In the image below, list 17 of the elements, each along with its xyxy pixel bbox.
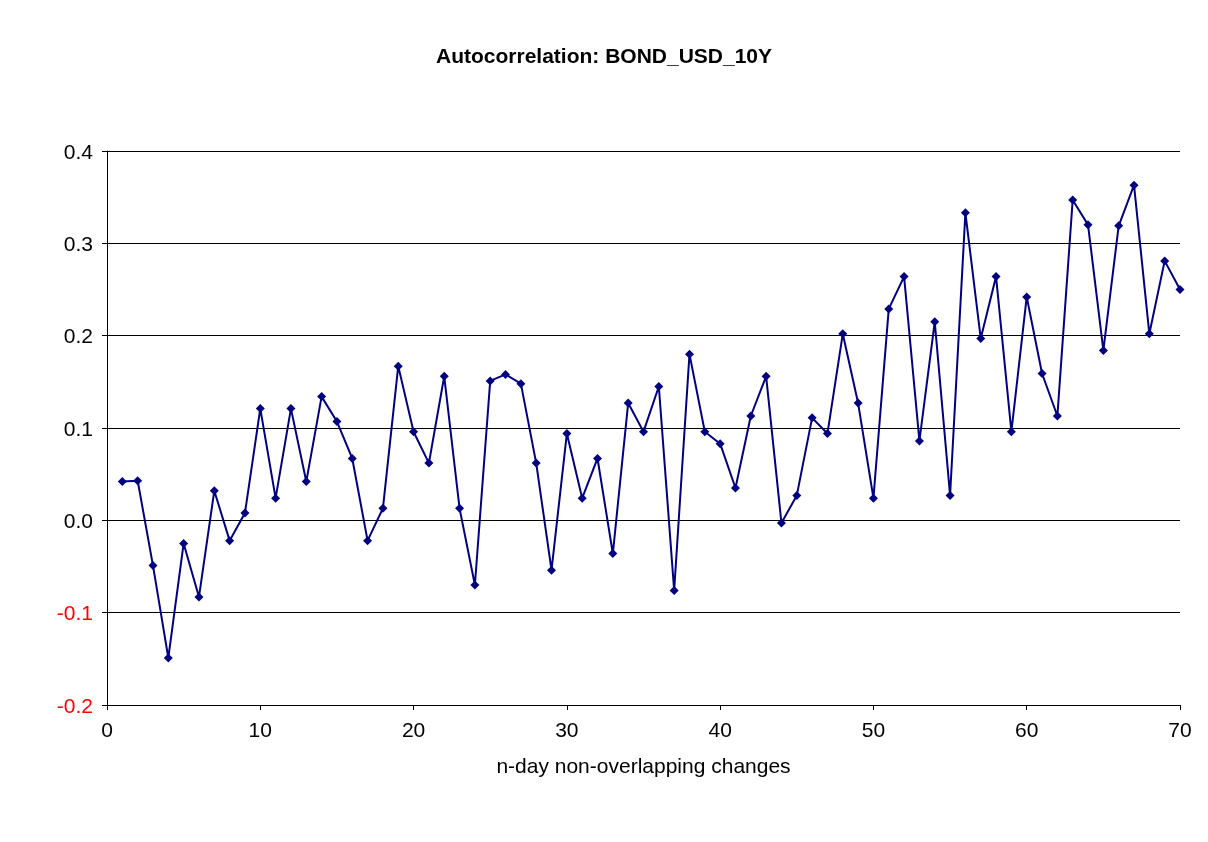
- x-tick-label: 10: [248, 718, 272, 741]
- x-tick-label: 0: [101, 718, 113, 741]
- chart-title: Autocorrelation: BOND_USD_10Y: [435, 44, 773, 67]
- y-tick-label: 0.2: [63, 324, 93, 348]
- y-tick-label: -0.2: [56, 693, 93, 717]
- x-tick-label: 20: [401, 718, 426, 741]
- y-tick-label: 0.4: [63, 139, 94, 163]
- x-axis-title: n-day non-overlapping changes: [496, 754, 791, 777]
- y-tick-label: 0.1: [63, 416, 93, 440]
- y-tick-label: 0.0: [63, 508, 93, 532]
- x-tick-label: 70: [1168, 718, 1192, 741]
- x-tick-label: 30: [555, 718, 579, 741]
- x-tick-label: 60: [1015, 718, 1039, 741]
- y-tick-label: -0.1: [56, 601, 93, 625]
- y-tick-label: 0.3: [63, 231, 93, 255]
- x-tick-label: 40: [708, 718, 732, 741]
- x-tick-label: 50: [861, 718, 886, 741]
